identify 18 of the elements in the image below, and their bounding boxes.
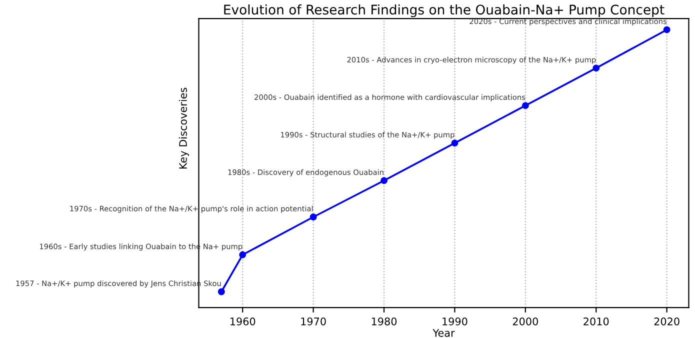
point: [310, 214, 317, 220]
point: [592, 64, 600, 72]
x-tick-label: 1960: [230, 317, 256, 326]
point: [239, 251, 246, 258]
point: [218, 288, 225, 296]
x-tick-label: 1980: [372, 317, 397, 326]
x-tick-label: 1970: [301, 317, 326, 326]
point: [451, 140, 458, 147]
point: [663, 26, 670, 34]
x-tick-label: 2020: [654, 317, 680, 326]
point: [380, 177, 388, 184]
x-axis-title: Year: [432, 329, 455, 337]
x-tick-label: 2010: [584, 317, 609, 326]
y-axis-title: Key Discoveries: [178, 88, 189, 168]
x-tick-label: 2000: [512, 317, 538, 326]
point: [522, 102, 529, 110]
x-tick-label: 1990: [442, 317, 468, 326]
chart-title: Evolution of Research Findings on the Ouabain-Na+ Pump Concept: [224, 4, 664, 18]
